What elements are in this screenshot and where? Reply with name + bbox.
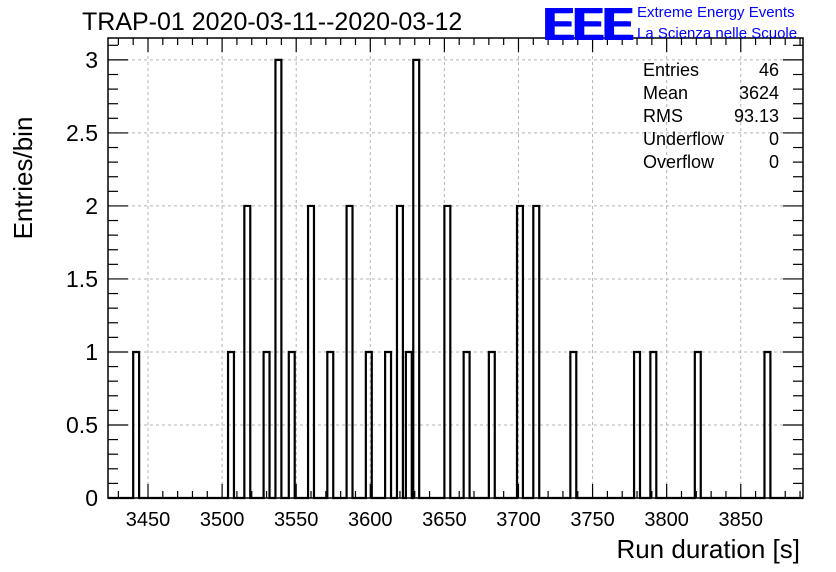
stat-overflow-value: 0 <box>768 152 779 172</box>
x-tick-label: 3750 <box>570 509 615 531</box>
x-axis-ticks: 3450 3500 3550 3600 3650 3700 3750 3800 3850 <box>117 38 801 531</box>
stat-underflow-label: Underflow <box>643 129 725 149</box>
y-axis-ticks: 0 0.5 1 1.5 2 2.5 3 <box>66 44 803 511</box>
x-tick-label: 3550 <box>274 509 319 531</box>
y-tick-label: 0 <box>85 485 98 511</box>
y-tick-label: 3 <box>85 47 98 73</box>
chart-title: TRAP-01 2020-03-11--2020-03-12 <box>82 8 463 36</box>
x-tick-label: 3650 <box>422 509 467 531</box>
y-axis-label: Entries/bin <box>8 117 38 240</box>
x-tick-label: 3850 <box>719 509 764 531</box>
logo-line-2: La Scienza nelle Scuole <box>637 25 798 42</box>
stat-overflow-label: Overflow <box>643 152 715 172</box>
stat-rms-value: 93.13 <box>733 106 779 126</box>
y-tick-label: 2 <box>85 193 98 219</box>
y-tick-label: 2.5 <box>66 120 98 146</box>
x-tick-label: 3500 <box>200 509 245 531</box>
grid-lines <box>108 38 803 498</box>
x-tick-label: 3450 <box>126 509 171 531</box>
stat-mean-value: 3624 <box>738 83 779 103</box>
stat-underflow-value: 0 <box>768 129 779 149</box>
stat-entries-value: 46 <box>758 60 779 80</box>
x-tick-label: 3700 <box>496 509 541 531</box>
eee-logo: EEE <box>543 0 633 50</box>
stat-entries-label: Entries <box>643 60 700 80</box>
plot-frame <box>107 37 804 499</box>
x-tick-label: 3800 <box>644 509 689 531</box>
x-axis-label: Run duration [s] <box>616 534 800 564</box>
logo-line-1: Extreme Energy Events <box>637 4 795 21</box>
y-tick-label: 1 <box>85 339 98 365</box>
x-tick-label: 3600 <box>348 509 393 531</box>
stat-rms-label: RMS <box>643 106 683 126</box>
stat-mean-label: Mean <box>643 83 689 103</box>
y-tick-label: 1.5 <box>66 266 98 292</box>
y-tick-label: 0.5 <box>66 412 98 438</box>
